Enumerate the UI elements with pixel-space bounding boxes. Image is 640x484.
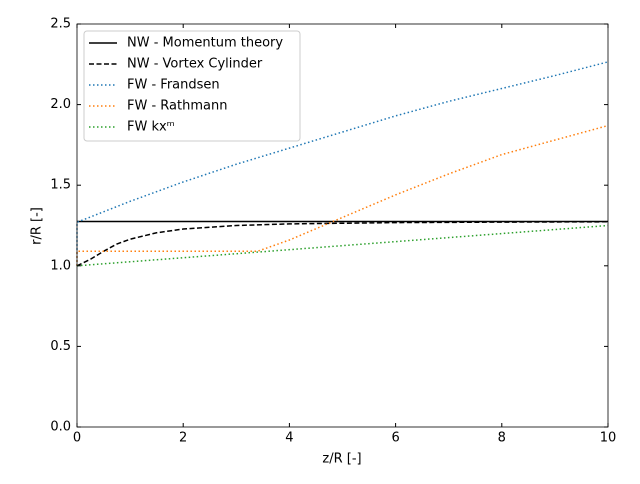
legend-label: NW - Momentum theory — [127, 36, 283, 51]
y-axis-label: r/R [-] — [30, 207, 45, 245]
x-tick-label: 4 — [285, 431, 293, 446]
legend-box — [83, 30, 301, 142]
y-tick-label: 1.5 — [50, 178, 71, 193]
legend-label: FW - Frandsen — [127, 78, 220, 93]
legend-label: NW - Vortex Cylinder — [127, 57, 263, 72]
y-tick-label: 0.0 — [50, 420, 71, 435]
y-tick-label: 1.0 — [50, 258, 71, 273]
x-axis-label: z/R [-] — [322, 452, 361, 467]
legend-label: FW - Rathmann — [127, 99, 227, 114]
y-tick-label: 2.5 — [50, 17, 71, 32]
series-line — [76, 221, 609, 267]
y-tick-label: 2.0 — [50, 97, 71, 112]
x-tick-label: 8 — [498, 431, 506, 446]
x-tick-label: 2 — [179, 431, 187, 446]
legend-label: FW kxᵐ — [127, 120, 175, 135]
series-line — [76, 124, 609, 266]
plot-frame — [76, 23, 609, 428]
x-tick-label: 10 — [600, 431, 617, 446]
series-line — [76, 224, 609, 267]
x-tick-label: 0 — [73, 431, 81, 446]
y-tick-label: 0.5 — [50, 339, 71, 354]
x-tick-label: 6 — [391, 431, 399, 446]
series-line — [76, 61, 609, 266]
